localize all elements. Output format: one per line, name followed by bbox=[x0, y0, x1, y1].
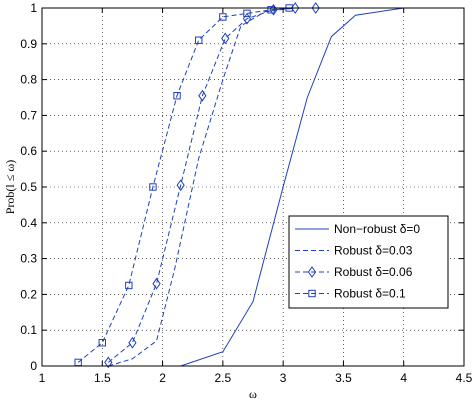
x-tick-label: 4.5 bbox=[456, 371, 473, 385]
series-line-2 bbox=[108, 7, 296, 367]
series-line-4 bbox=[77, 7, 290, 363]
y-tick-label: 0.4 bbox=[20, 216, 37, 230]
data-point-diamond bbox=[311, 2, 320, 14]
y-tick-label: 0.9 bbox=[20, 37, 37, 51]
legend-marker-square bbox=[308, 289, 316, 298]
x-tick-label: 1.5 bbox=[94, 371, 111, 385]
y-tick-label: 1 bbox=[30, 1, 37, 15]
series-layer bbox=[74, 2, 464, 369]
legend-label: Robust δ=0.1 bbox=[334, 287, 406, 301]
y-tick-label: 0.3 bbox=[20, 252, 37, 266]
data-point-square bbox=[243, 9, 251, 18]
x-tick-label: 2 bbox=[159, 371, 166, 385]
y-tick-label: 0.1 bbox=[20, 323, 37, 337]
series-1 bbox=[180, 7, 464, 367]
legend-marker-diamond bbox=[307, 266, 317, 278]
legend-label: Robust δ=0.03 bbox=[334, 244, 413, 258]
series-3 bbox=[104, 2, 320, 369]
data-point-square bbox=[98, 339, 106, 347]
x-tick-label: 3 bbox=[280, 371, 287, 385]
grid bbox=[42, 8, 464, 366]
data-point-diamond bbox=[152, 277, 161, 290]
x-axis-label: ω bbox=[249, 387, 257, 401]
legend-entry-4: Robust δ=0.1 bbox=[295, 287, 406, 301]
legend-entry-3: Robust δ=0.06 bbox=[295, 265, 413, 279]
data-point-square bbox=[267, 6, 275, 14]
y-tick-label: 0.6 bbox=[20, 144, 37, 158]
y-axis-label: Prob(l ≤ ω) bbox=[3, 160, 17, 214]
series-line-1 bbox=[180, 7, 464, 367]
ticks: 1 1.5 2 2.5 3 3.5 4 4.5 0 0.1 0.2 0.3 0.4 0.5 0.6 0.7 0.… bbox=[20, 1, 472, 385]
legend-label: Robust δ=0.06 bbox=[334, 265, 413, 279]
plot-frame bbox=[41, 7, 465, 367]
data-point-diamond bbox=[128, 336, 137, 349]
data-point-diamond bbox=[242, 12, 252, 25]
legend-label: Non−robust δ=0 bbox=[334, 222, 420, 236]
data-point-diamond bbox=[221, 32, 230, 45]
data-point-diamond bbox=[198, 89, 207, 102]
data-point-square bbox=[195, 36, 203, 44]
x-tick-label: 4 bbox=[400, 371, 407, 385]
data-point-diamond bbox=[176, 179, 185, 192]
y-tick-label: 0 bbox=[30, 359, 37, 373]
legend-entry-1: Non−robust δ=0 bbox=[295, 222, 420, 236]
data-point-square bbox=[219, 13, 227, 21]
y-tick-label: 0.5 bbox=[20, 180, 37, 194]
data-point-square bbox=[173, 92, 181, 100]
series-4 bbox=[74, 4, 293, 367]
series-2 bbox=[108, 7, 296, 367]
x-tick-label: 1 bbox=[39, 371, 46, 385]
data-point-square bbox=[125, 281, 133, 290]
legend: Non−robust δ=0 Robust δ=0.03 Robust δ=0.06… bbox=[288, 215, 449, 309]
series-line-3 bbox=[107, 7, 316, 363]
y-tick-label: 0.7 bbox=[20, 108, 37, 122]
x-tick-label: 3.5 bbox=[335, 371, 352, 385]
y-tick-label: 0.8 bbox=[20, 73, 37, 87]
data-point-square bbox=[149, 183, 157, 191]
x-tick-label: 2.5 bbox=[215, 371, 232, 385]
y-tick-label: 0.2 bbox=[20, 287, 37, 301]
data-point-diamond bbox=[104, 356, 113, 369]
legend-entry-2: Robust δ=0.03 bbox=[295, 244, 413, 258]
